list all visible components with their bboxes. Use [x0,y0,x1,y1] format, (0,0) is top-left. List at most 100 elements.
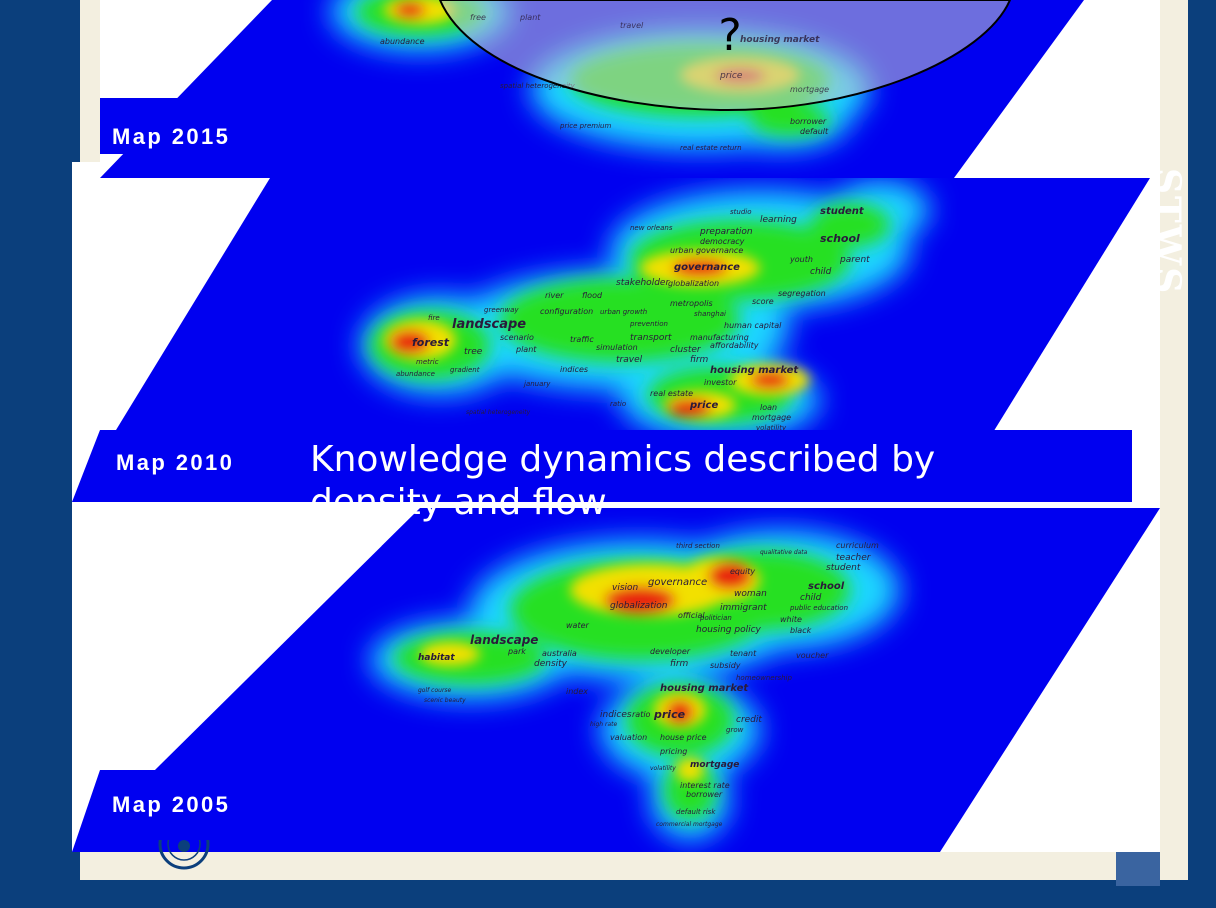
svg-text:indices: indices [560,365,588,374]
svg-text:student: student [820,206,865,217]
svg-text:density: density [534,659,568,669]
svg-text:travel: travel [616,355,643,365]
svg-text:woman: woman [734,589,767,599]
svg-text:student: student [826,563,861,573]
svg-text:child: child [810,267,832,277]
svg-text:real estate: real estate [650,389,693,398]
svg-text:school: school [808,581,845,592]
svg-text:developer: developer [650,647,691,656]
svg-text:homeownership: homeownership [736,674,793,682]
slide-side-title: STWS [1160,168,1188,296]
svg-text:traffic: traffic [570,335,594,344]
university-seal-icon [158,840,210,870]
svg-text:river: river [545,291,564,300]
map-2005-label: Map 2005 [112,792,231,817]
map-2015-label: Map 2015 [112,124,231,149]
svg-text:indices: indices [600,710,632,720]
map-2005-label-strip [72,770,300,852]
svg-text:abundance: abundance [396,370,435,378]
svg-text:school: school [820,232,860,245]
map-2010-label: Map 2010 [116,450,235,475]
svg-text:stakeholder: stakeholder [616,278,670,288]
svg-text:price premium: price premium [559,122,611,130]
svg-text:landscape: landscape [470,633,538,647]
svg-text:urban governance: urban governance [670,246,743,255]
svg-text:metric: metric [416,358,439,366]
map-2015: abundance spatial heterogeneity price pr… [100,0,1084,178]
svg-text:politician: politician [699,614,732,622]
svg-text:valuation: valuation [610,733,647,742]
svg-text:commercial mortgage: commercial mortgage [656,821,723,828]
svg-text:prevention: prevention [629,320,668,328]
svg-text:cluster: cluster [670,345,702,355]
svg-text:metropolis: metropolis [670,299,713,308]
slide-frame-right [1188,0,1216,908]
svg-text:tree: tree [464,347,483,357]
svg-text:price: price [689,400,718,411]
svg-text:studio: studio [730,208,752,216]
svg-text:fire: fire [428,314,440,322]
svg-text:house price: house price [660,733,707,742]
svg-text:democracy: democracy [700,237,745,246]
svg-text:subsidy: subsidy [710,661,741,670]
svg-text:default: default [800,127,829,136]
svg-text:ratio: ratio [610,400,626,408]
svg-text:scenic beauty: scenic beauty [424,697,466,704]
svg-text:qualitative data: qualitative data [760,549,808,556]
svg-text:urban growth: urban growth [600,308,647,316]
svg-text:volatility: volatility [650,765,676,772]
svg-text:spatial heterogeneity: spatial heterogeneity [500,82,576,90]
svg-text:forest: forest [412,336,450,349]
svg-text:third section: third section [676,542,720,550]
svg-text:mortgage: mortgage [790,85,829,94]
svg-text:learning: learning [760,215,797,225]
svg-text:grow: grow [726,726,744,734]
svg-text:real estate return: real estate return [680,144,742,152]
svg-text:immigrant: immigrant [720,603,767,613]
svg-text:score: score [752,297,774,306]
svg-text:borrower: borrower [686,790,723,799]
svg-text:simulation: simulation [596,343,638,352]
svg-text:manufacturing: manufacturing [690,333,749,342]
svg-text:volatility: volatility [756,424,787,432]
svg-text:plant: plant [519,13,541,22]
svg-text:curriculum: curriculum [836,541,879,550]
svg-text:youth: youth [789,255,813,264]
svg-text:credit: credit [736,715,762,725]
slide-frame-bottom [0,880,1216,908]
question-bubble [438,0,1012,112]
svg-text:habitat: habitat [418,653,455,663]
svg-text:transport: transport [630,333,672,343]
svg-text:water: water [566,621,590,630]
svg-text:firm: firm [670,659,689,669]
slide-corner-decoration [1116,850,1160,886]
svg-text:travel: travel [620,21,644,30]
svg-text:official: official [678,611,705,620]
svg-text:greenway: greenway [484,306,519,314]
slide-frame-left [0,0,80,908]
svg-text:spatial heterogeneity: spatial heterogeneity [466,409,531,416]
svg-text:index: index [566,687,588,696]
svg-text:default risk: default risk [676,808,716,816]
svg-text:new orleans: new orleans [630,224,673,232]
svg-text:loan: loan [760,403,777,412]
svg-text:golf course: golf course [418,687,452,694]
svg-text:plant: plant [515,345,537,354]
map-2010-label-strip [72,430,1132,502]
svg-text:ratio: ratio [632,710,651,719]
svg-text:white: white [780,615,802,624]
svg-text:housing policy: housing policy [696,625,762,635]
svg-text:black: black [790,626,812,635]
svg-text:teacher: teacher [836,553,872,563]
svg-text:firm: firm [690,355,709,365]
svg-text:free: free [470,13,486,22]
map-2010-heat: student learning studio new orleans prep… [360,180,930,440]
svg-text:pricing: pricing [659,747,687,756]
svg-text:price: price [653,708,686,721]
svg-text:vision: vision [612,583,639,593]
svg-text:landscape: landscape [452,317,526,332]
slide-caption: Knowledge dynamics described by density … [310,439,936,523]
svg-text:affordability: affordability [710,341,759,350]
svg-text:preparation: preparation [699,227,753,237]
svg-text:child: child [800,593,822,603]
